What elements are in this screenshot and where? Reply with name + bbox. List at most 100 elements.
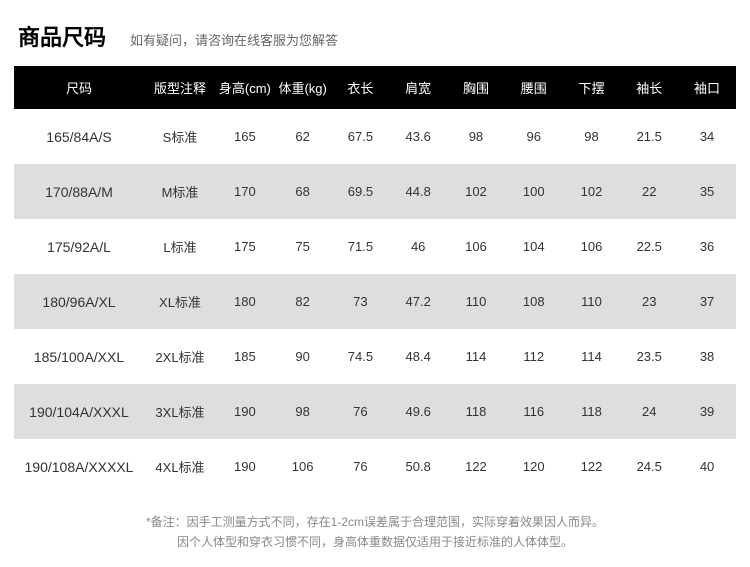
column-header-chest: 胸围: [447, 66, 505, 109]
cell-hem: 102: [563, 164, 621, 219]
cell-weight: 106: [274, 439, 332, 494]
cell-shoulder: 47.2: [389, 274, 447, 329]
cell-shoulder: 48.4: [389, 329, 447, 384]
cell-chest: 110: [447, 274, 505, 329]
cell-chest: 106: [447, 219, 505, 274]
table-row: 175/92A/LL标准1757571.54610610410622.536: [14, 219, 736, 274]
cell-height: 165: [216, 109, 274, 164]
column-header-length: 衣长: [332, 66, 390, 109]
page-subtitle: 如有疑问，请咨询在线客服为您解答: [130, 30, 338, 49]
cell-shoulder: 46: [389, 219, 447, 274]
column-header-weight: 体重(kg): [274, 66, 332, 109]
column-header-waist: 腰围: [505, 66, 563, 109]
table-row: 185/100A/XXL2XL标准1859074.548.41141121142…: [14, 329, 736, 384]
size-table: 尺码版型注释身高(cm)体重(kg)衣长肩宽胸围腰围下摆袖长袖口 165/84A…: [14, 66, 736, 494]
column-header-hem: 下摆: [563, 66, 621, 109]
cell-waist: 112: [505, 329, 563, 384]
cell-sleeve: 24: [620, 384, 678, 439]
cell-chest: 98: [447, 109, 505, 164]
cell-waist: 100: [505, 164, 563, 219]
cell-waist: 104: [505, 219, 563, 274]
cell-sleeve: 22: [620, 164, 678, 219]
cell-sleeve: 24.5: [620, 439, 678, 494]
cell-shoulder: 50.8: [389, 439, 447, 494]
cell-hem: 122: [563, 439, 621, 494]
table-row: 165/84A/SS标准1656267.543.698969821.534: [14, 109, 736, 164]
cell-size: 190/108A/XXXXL: [14, 439, 144, 494]
column-header-cuff: 袖口: [678, 66, 736, 109]
cell-length: 74.5: [332, 329, 390, 384]
cell-hem: 106: [563, 219, 621, 274]
footnote-line: *备注：因手工测量方式不同，存在1-2cm误差属于合理范围，实际穿着效果因人而异…: [14, 512, 736, 532]
cell-cuff: 40: [678, 439, 736, 494]
cell-sleeve: 23.5: [620, 329, 678, 384]
table-row: 170/88A/MM标准1706869.544.81021001022235: [14, 164, 736, 219]
cell-height: 185: [216, 329, 274, 384]
cell-shoulder: 44.8: [389, 164, 447, 219]
cell-weight: 82: [274, 274, 332, 329]
table-body: 165/84A/SS标准1656267.543.698969821.534170…: [14, 109, 736, 494]
cell-height: 190: [216, 439, 274, 494]
cell-hem: 118: [563, 384, 621, 439]
header: 商品尺码 如有疑问，请咨询在线客服为您解答: [14, 20, 736, 52]
cell-height: 180: [216, 274, 274, 329]
cell-note: L标准: [144, 219, 216, 274]
cell-chest: 102: [447, 164, 505, 219]
cell-waist: 116: [505, 384, 563, 439]
cell-weight: 75: [274, 219, 332, 274]
column-header-height: 身高(cm): [216, 66, 274, 109]
cell-cuff: 34: [678, 109, 736, 164]
cell-size: 175/92A/L: [14, 219, 144, 274]
cell-length: 71.5: [332, 219, 390, 274]
cell-sleeve: 22.5: [620, 219, 678, 274]
cell-hem: 110: [563, 274, 621, 329]
cell-note: XL标准: [144, 274, 216, 329]
footnote: *备注：因手工测量方式不同，存在1-2cm误差属于合理范围，实际穿着效果因人而异…: [14, 512, 736, 553]
cell-weight: 90: [274, 329, 332, 384]
cell-waist: 120: [505, 439, 563, 494]
cell-cuff: 35: [678, 164, 736, 219]
column-header-note: 版型注释: [144, 66, 216, 109]
cell-length: 76: [332, 384, 390, 439]
page-title: 商品尺码: [18, 20, 106, 52]
cell-note: 4XL标准: [144, 439, 216, 494]
cell-chest: 114: [447, 329, 505, 384]
table-row: 190/108A/XXXXL4XL标准1901067650.8122120122…: [14, 439, 736, 494]
cell-length: 69.5: [332, 164, 390, 219]
cell-weight: 68: [274, 164, 332, 219]
cell-cuff: 38: [678, 329, 736, 384]
cell-note: 2XL标准: [144, 329, 216, 384]
cell-height: 170: [216, 164, 274, 219]
cell-length: 67.5: [332, 109, 390, 164]
cell-shoulder: 43.6: [389, 109, 447, 164]
table-row: 190/104A/XXXL3XL标准190987649.611811611824…: [14, 384, 736, 439]
cell-chest: 118: [447, 384, 505, 439]
cell-cuff: 39: [678, 384, 736, 439]
cell-waist: 96: [505, 109, 563, 164]
cell-sleeve: 21.5: [620, 109, 678, 164]
size-chart-container: 商品尺码 如有疑问，请咨询在线客服为您解答 尺码版型注释身高(cm)体重(kg)…: [0, 0, 750, 567]
cell-size: 185/100A/XXL: [14, 329, 144, 384]
cell-weight: 98: [274, 384, 332, 439]
cell-weight: 62: [274, 109, 332, 164]
cell-hem: 98: [563, 109, 621, 164]
cell-note: 3XL标准: [144, 384, 216, 439]
column-header-shoulder: 肩宽: [389, 66, 447, 109]
cell-note: S标准: [144, 109, 216, 164]
cell-length: 73: [332, 274, 390, 329]
footnote-line: 因个人体型和穿衣习惯不同，身高体重数据仅适用于接近标准的人体体型。: [14, 532, 736, 552]
cell-cuff: 36: [678, 219, 736, 274]
table-header: 尺码版型注释身高(cm)体重(kg)衣长肩宽胸围腰围下摆袖长袖口: [14, 66, 736, 109]
cell-size: 170/88A/M: [14, 164, 144, 219]
cell-size: 190/104A/XXXL: [14, 384, 144, 439]
cell-cuff: 37: [678, 274, 736, 329]
cell-sleeve: 23: [620, 274, 678, 329]
cell-height: 190: [216, 384, 274, 439]
cell-waist: 108: [505, 274, 563, 329]
cell-chest: 122: [447, 439, 505, 494]
cell-size: 180/96A/XL: [14, 274, 144, 329]
cell-length: 76: [332, 439, 390, 494]
cell-hem: 114: [563, 329, 621, 384]
table-row: 180/96A/XLXL标准180827347.21101081102337: [14, 274, 736, 329]
cell-note: M标准: [144, 164, 216, 219]
